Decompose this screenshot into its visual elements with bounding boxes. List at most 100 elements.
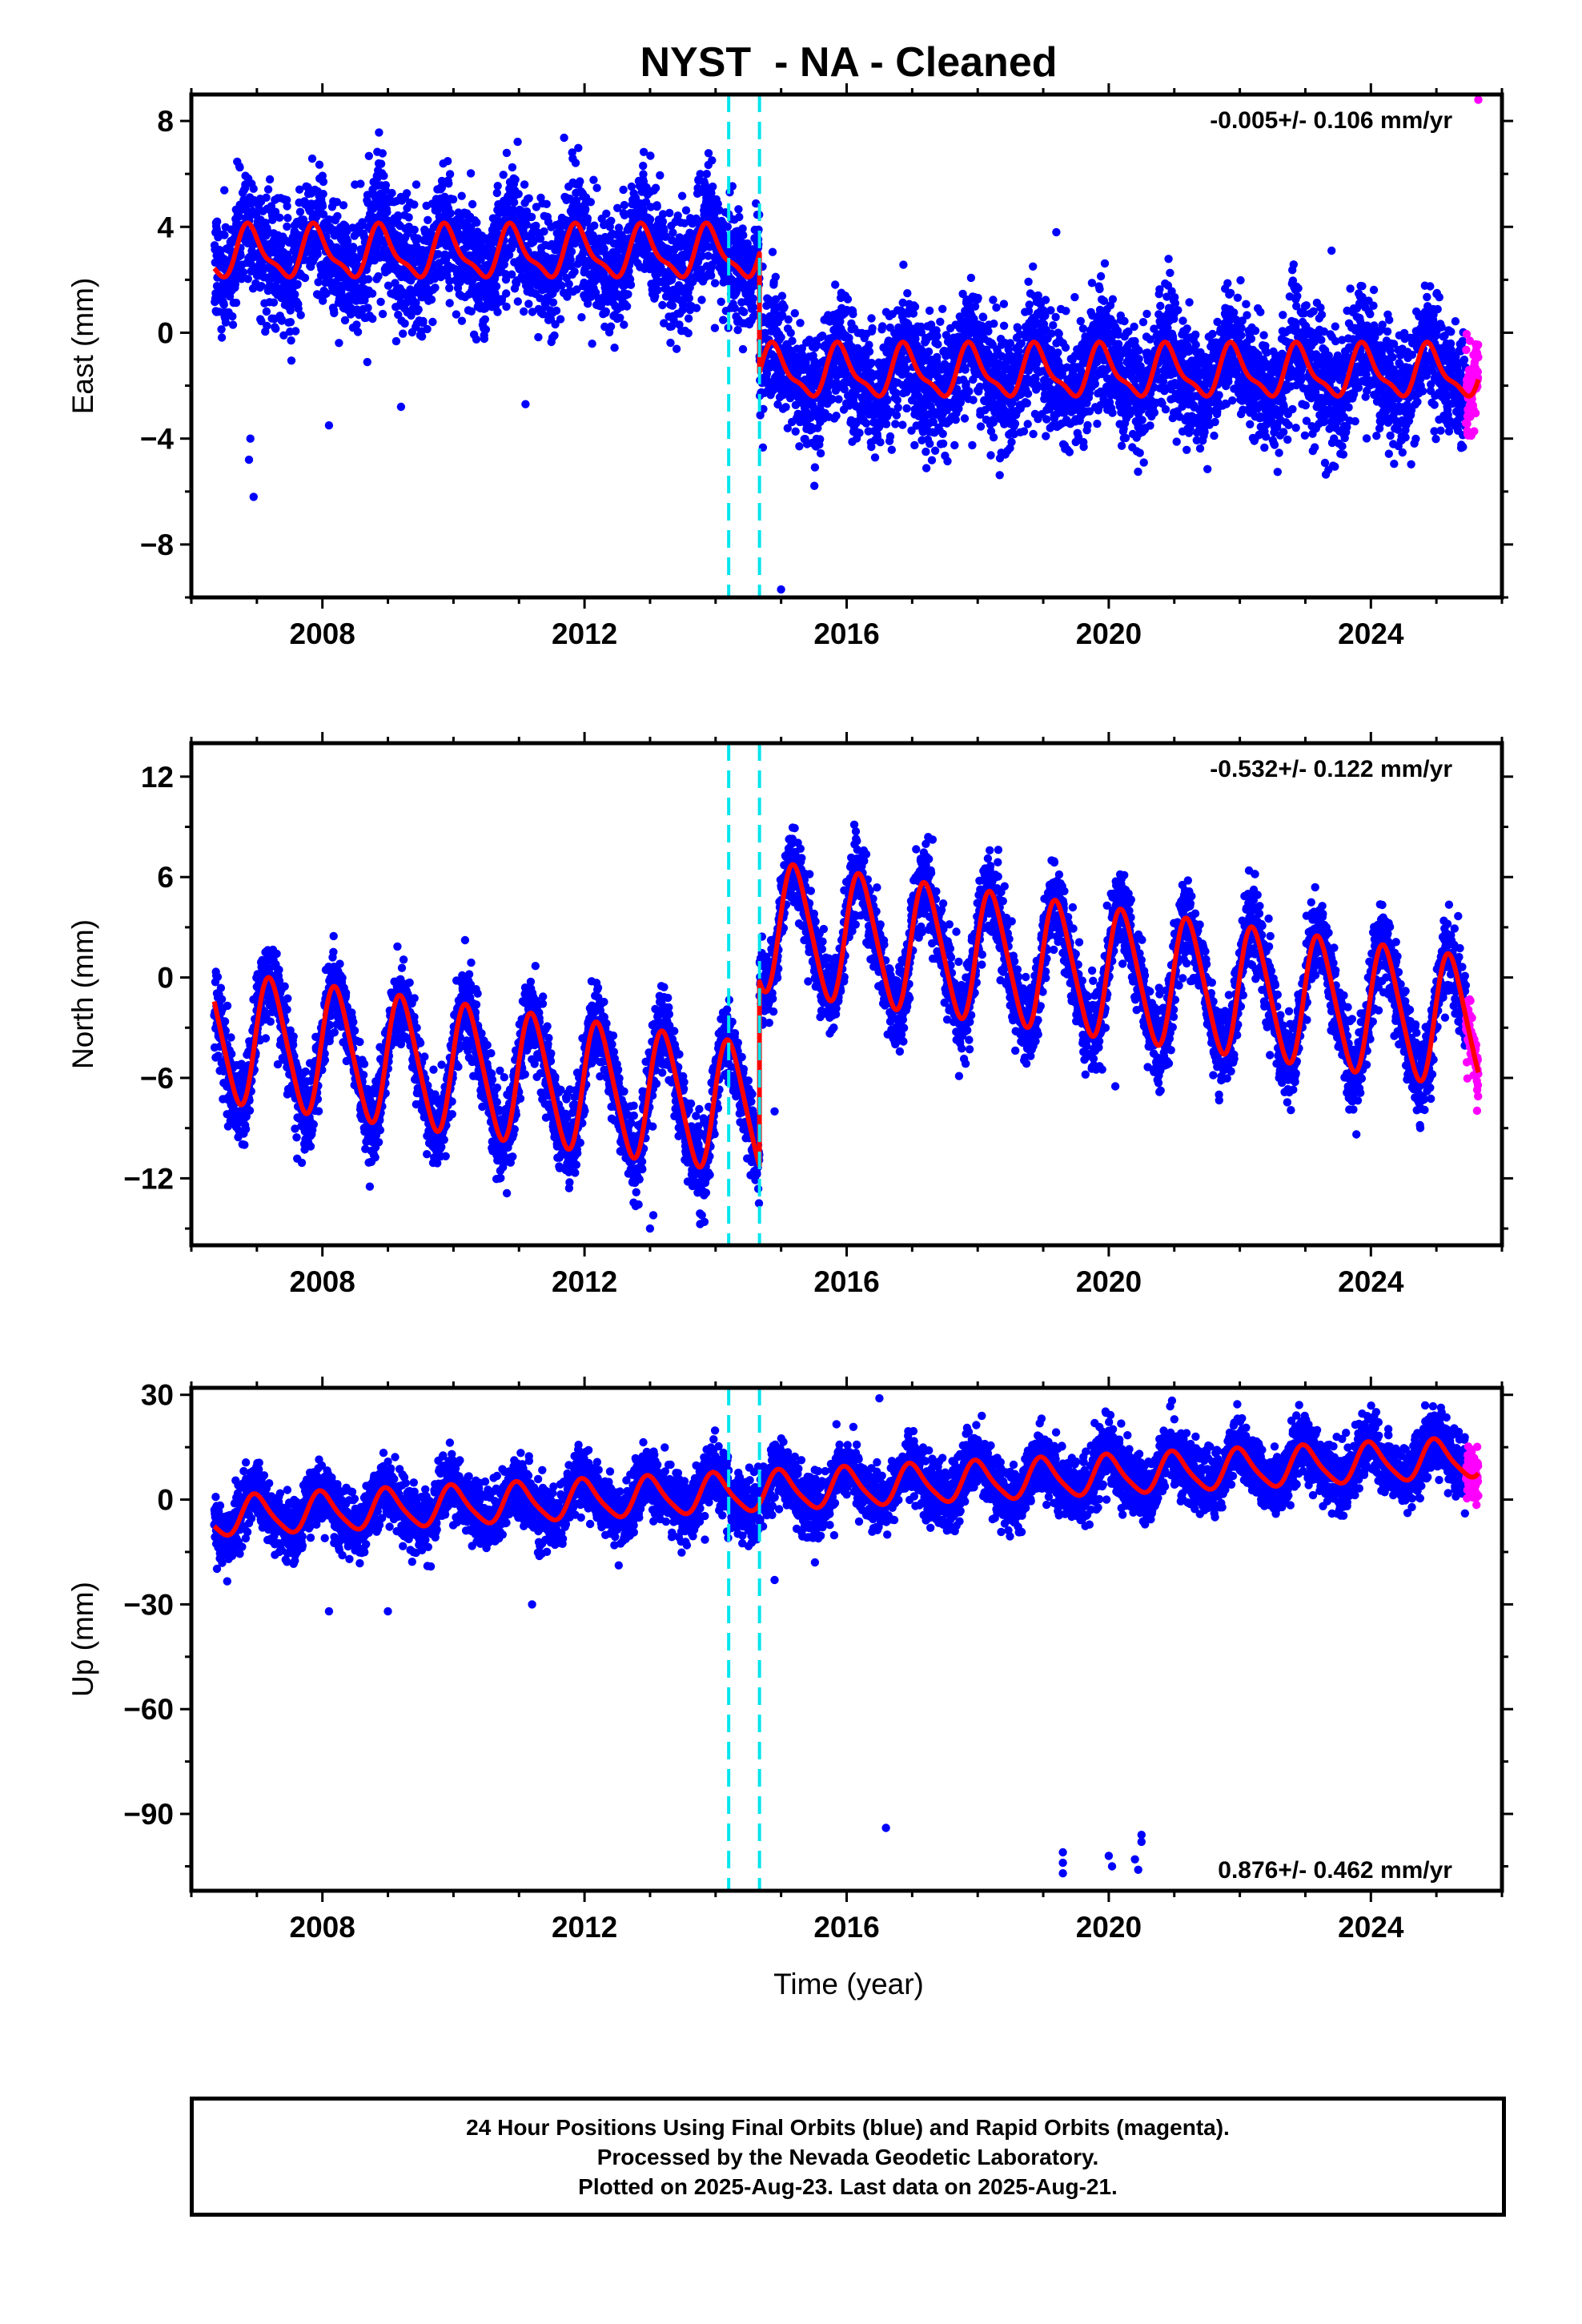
final-orbit-point [528, 308, 537, 316]
final-orbit-point [318, 202, 327, 211]
final-orbit-point [277, 316, 287, 325]
final-orbit-point [434, 250, 443, 259]
final-orbit-point [221, 318, 231, 327]
final-orbit-point [893, 403, 902, 412]
final-orbit-point [375, 128, 383, 137]
final-orbit-point [1117, 441, 1126, 450]
final-orbit-point [892, 411, 901, 420]
final-orbit-point [445, 283, 454, 292]
final-orbit-point [1051, 312, 1060, 322]
final-orbit-point [252, 208, 261, 217]
final-orbit-point [788, 336, 797, 345]
final-orbit-point [600, 244, 608, 253]
final-orbit-point [669, 316, 678, 324]
final-orbit-point [933, 352, 942, 362]
final-orbit-point [338, 283, 347, 292]
final-orbit-point [287, 356, 296, 365]
final-orbit-point [279, 331, 288, 340]
final-orbit-point [263, 321, 271, 331]
final-orbit-point [493, 308, 502, 316]
final-orbit-point [620, 320, 628, 329]
final-orbit-point [668, 301, 677, 310]
final-orbit-point [557, 281, 566, 290]
final-orbit-point [791, 427, 800, 436]
final-orbit-point [1061, 343, 1070, 352]
final-orbit-point [556, 222, 565, 231]
final-orbit-point [684, 314, 693, 323]
final-orbit-point [419, 316, 428, 326]
final-orbit-point [1023, 389, 1033, 398]
final-orbit-point [845, 333, 853, 343]
final-orbit-point [572, 285, 581, 294]
final-orbit-point [590, 221, 599, 230]
final-orbit-point [275, 213, 284, 222]
final-orbit-point [534, 332, 543, 342]
final-orbit-point [378, 149, 387, 158]
final-orbit-point [1046, 306, 1055, 315]
final-orbit-point [536, 234, 545, 243]
final-orbit-point [938, 439, 948, 448]
final-orbit-point [358, 218, 367, 227]
final-orbit-point [263, 185, 273, 194]
final-orbit-point [584, 300, 592, 308]
final-orbit-point [867, 314, 876, 323]
final-orbit-point [283, 222, 291, 231]
final-orbit-point [348, 223, 357, 232]
final-orbit-point [771, 272, 780, 281]
final-orbit-point [399, 329, 408, 338]
final-orbit-point [363, 304, 372, 312]
final-orbit-point [613, 203, 622, 212]
final-orbit-point [938, 304, 947, 313]
final-orbit-point [383, 281, 393, 290]
final-orbit-point [319, 296, 327, 305]
final-orbit-point [574, 202, 584, 211]
final-orbit-point [507, 244, 516, 253]
final-orbit-point [719, 316, 728, 324]
final-orbit-point [502, 289, 511, 298]
final-orbit-point [567, 247, 576, 256]
final-orbit-point [542, 199, 551, 208]
final-orbit-point [652, 202, 661, 211]
final-orbit-point [658, 210, 668, 219]
final-orbit-point [412, 180, 421, 189]
final-orbit-point [927, 456, 937, 464]
final-orbit-point [653, 286, 662, 295]
final-orbit-point [810, 481, 819, 490]
final-orbit-point [1087, 279, 1097, 287]
final-orbit-point [669, 228, 677, 237]
final-orbit-point [646, 151, 655, 160]
final-orbit-point [378, 309, 387, 319]
final-orbit-point [552, 306, 561, 316]
final-orbit-point [1093, 420, 1102, 428]
final-orbit-point [296, 311, 305, 320]
final-orbit-point [583, 214, 592, 223]
final-orbit-point [681, 206, 691, 215]
final-orbit-point [709, 182, 717, 191]
final-orbit-point [524, 300, 533, 308]
final-orbit-point [480, 334, 489, 344]
final-orbit-point [293, 279, 302, 288]
final-orbit-point [235, 212, 243, 221]
final-orbit-point [1078, 324, 1088, 333]
final-orbit-point [387, 188, 396, 198]
final-orbit-point [520, 307, 528, 316]
final-orbit-point [966, 273, 976, 283]
final-orbit-point [739, 231, 748, 239]
final-orbit-point [876, 438, 885, 447]
final-orbit-point [885, 432, 895, 441]
final-orbit-point [679, 300, 688, 310]
final-orbit-point [428, 317, 437, 327]
final-orbit-point [1029, 429, 1038, 439]
final-orbit-point [1023, 420, 1032, 428]
final-orbit-point [976, 422, 986, 431]
final-orbit-point [239, 267, 248, 277]
final-orbit-point [735, 212, 744, 222]
final-orbit-point [930, 446, 940, 455]
final-orbit-point [992, 303, 1001, 312]
final-orbit-point [414, 305, 423, 314]
east-plot-area [210, 94, 1483, 597]
final-orbit-point [540, 227, 548, 236]
final-orbit-point [989, 296, 998, 304]
final-orbit-point [243, 275, 252, 283]
